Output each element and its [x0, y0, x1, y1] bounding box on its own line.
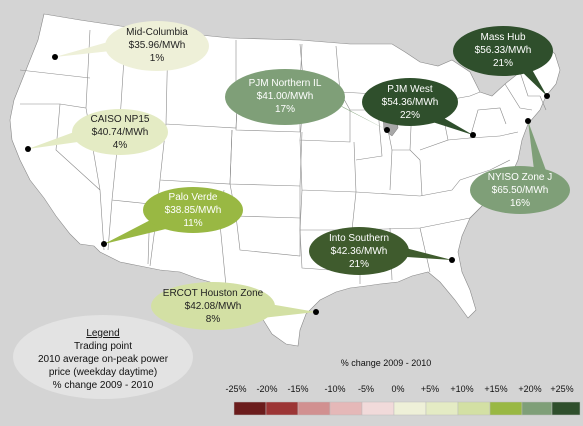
dot-pjm-northern-il: [384, 127, 390, 133]
scale-label: +10%: [450, 384, 473, 394]
scale-swatch-plus20: [521, 401, 553, 416]
callout-bubble: [453, 26, 553, 76]
pointer-mid-columbia: [55, 40, 120, 57]
scale-label: -15%: [287, 384, 308, 394]
scale-label: 0%: [391, 384, 404, 394]
callout-bubble: [225, 69, 345, 125]
point-change: 11%: [183, 218, 202, 229]
pointer-mass-hub: [520, 66, 547, 96]
callouts: Mid-Columbia $35.96/MWh 1% CAISO NP15 $4…: [72, 21, 570, 330]
point-price: $65.50/MWh: [492, 185, 549, 196]
callout-pjm-west: PJM West $54.36/MWh 22%: [362, 78, 458, 126]
legend-line-4: % change 2009 - 2010: [53, 380, 154, 391]
callout-into-southern: Into Southern $42.36/MWh 21%: [309, 227, 409, 275]
scale-swatch-plus5: [425, 401, 459, 416]
point-price: $56.33/MWh: [475, 45, 532, 56]
scale-swatch-plus15: [489, 401, 523, 416]
scale-swatch-plus25: [551, 401, 581, 416]
point-price: $54.36/MWh: [382, 97, 439, 108]
scale-swatch-minus25: [233, 401, 267, 416]
point-change: 21%: [493, 58, 513, 69]
dot-into-southern: [449, 257, 455, 263]
point-name: Palo Verde: [169, 192, 218, 203]
legend: Legend Trading point 2010 average on-pea…: [13, 315, 193, 399]
scale-swatch-minus15: [297, 401, 331, 416]
point-name: PJM West: [387, 84, 433, 95]
point-change: 21%: [349, 259, 369, 270]
point-change: 16%: [510, 198, 530, 209]
point-price: $42.36/MWh: [331, 246, 388, 257]
callout-bubble: [309, 227, 409, 275]
point-name: CAISO NP15: [91, 114, 150, 125]
pointer-nyiso-zone-j: [528, 121, 548, 178]
scale-swatch-minus10: [329, 401, 363, 416]
callout-bubble: [72, 109, 168, 155]
dot-mass-hub: [544, 93, 550, 99]
dot-nyiso-zone-j: [525, 118, 531, 124]
callout-mass-hub: Mass Hub $56.33/MWh 21%: [453, 26, 553, 76]
point-change: 1%: [150, 53, 165, 64]
dot-ercot-houston: [313, 309, 319, 315]
point-price: $38.85/MWh: [165, 205, 222, 216]
point-name: ERCOT Houston Zone: [163, 288, 264, 299]
scale-label: -10%: [324, 384, 345, 394]
point-price: $41.00/MWh: [257, 91, 314, 102]
scale-label: -25%: [225, 384, 246, 394]
legend-title: Legend: [86, 328, 119, 339]
point-name: Mass Hub: [480, 32, 525, 43]
callout-bubble: [143, 187, 243, 233]
scale-label: -20%: [256, 384, 277, 394]
point-change: 8%: [206, 314, 221, 325]
dot-palo-verde: [101, 241, 107, 247]
legend-line-2: 2010 average on-peak power: [38, 354, 169, 365]
scale-label: -5%: [358, 384, 374, 394]
point-name: NYISO Zone J: [488, 172, 552, 183]
scale-swatch-minus5: [361, 401, 395, 416]
point-price: $40.74/MWh: [92, 127, 149, 138]
callout-mid-columbia: Mid-Columbia $35.96/MWh 1%: [105, 21, 209, 71]
callout-palo-verde: Palo Verde $38.85/MWh 11%: [143, 187, 243, 233]
point-change: 4%: [113, 140, 128, 151]
scale-swatch-zero: [393, 401, 427, 416]
scale-label: +25%: [550, 384, 573, 394]
point-price: $35.96/MWh: [129, 40, 186, 51]
point-price: $42.08/MWh: [185, 301, 242, 312]
callout-bubble: [105, 21, 209, 71]
dot-mid-columbia: [52, 54, 58, 60]
scale-label: +20%: [518, 384, 541, 394]
point-name: Into Southern: [329, 233, 389, 244]
dot-caiso-np15: [25, 146, 31, 152]
legend-line-3: price (weekday daytime): [49, 367, 157, 378]
scale-swatch-minus20: [265, 401, 299, 416]
scale-label: +15%: [484, 384, 507, 394]
point-name: Mid-Columbia: [126, 27, 188, 38]
color-scale: % change 2009 - 2010 -25% -20% -15% -10%…: [225, 358, 581, 416]
point-change: 22%: [400, 110, 420, 121]
callout-pjm-northern-il: PJM Northern IL $41.00/MWh 17%: [225, 69, 345, 125]
point-name: PJM Northern IL: [249, 78, 322, 89]
point-change: 17%: [275, 104, 295, 115]
callout-caiso-np15: CAISO NP15 $40.74/MWh 4%: [72, 109, 168, 155]
trading-point-dots: [25, 54, 550, 315]
callout-bubble: [362, 78, 458, 126]
pointer-pjm-northern-il: [330, 100, 387, 130]
scale-label: +5%: [421, 384, 439, 394]
scale-title: % change 2009 - 2010: [341, 358, 432, 368]
legend-line-1: Trading point: [74, 341, 132, 352]
scale-swatch-plus10: [457, 401, 491, 416]
callout-bubble: [470, 166, 570, 214]
callout-nyiso-zone-j: NYISO Zone J $65.50/MWh 16%: [470, 166, 570, 214]
callout-bubble: [151, 282, 275, 330]
legend-bubble: [13, 315, 193, 399]
dot-pjm-west: [470, 132, 476, 138]
callout-ercot-houston: ERCOT Houston Zone $42.08/MWh 8%: [151, 282, 275, 330]
